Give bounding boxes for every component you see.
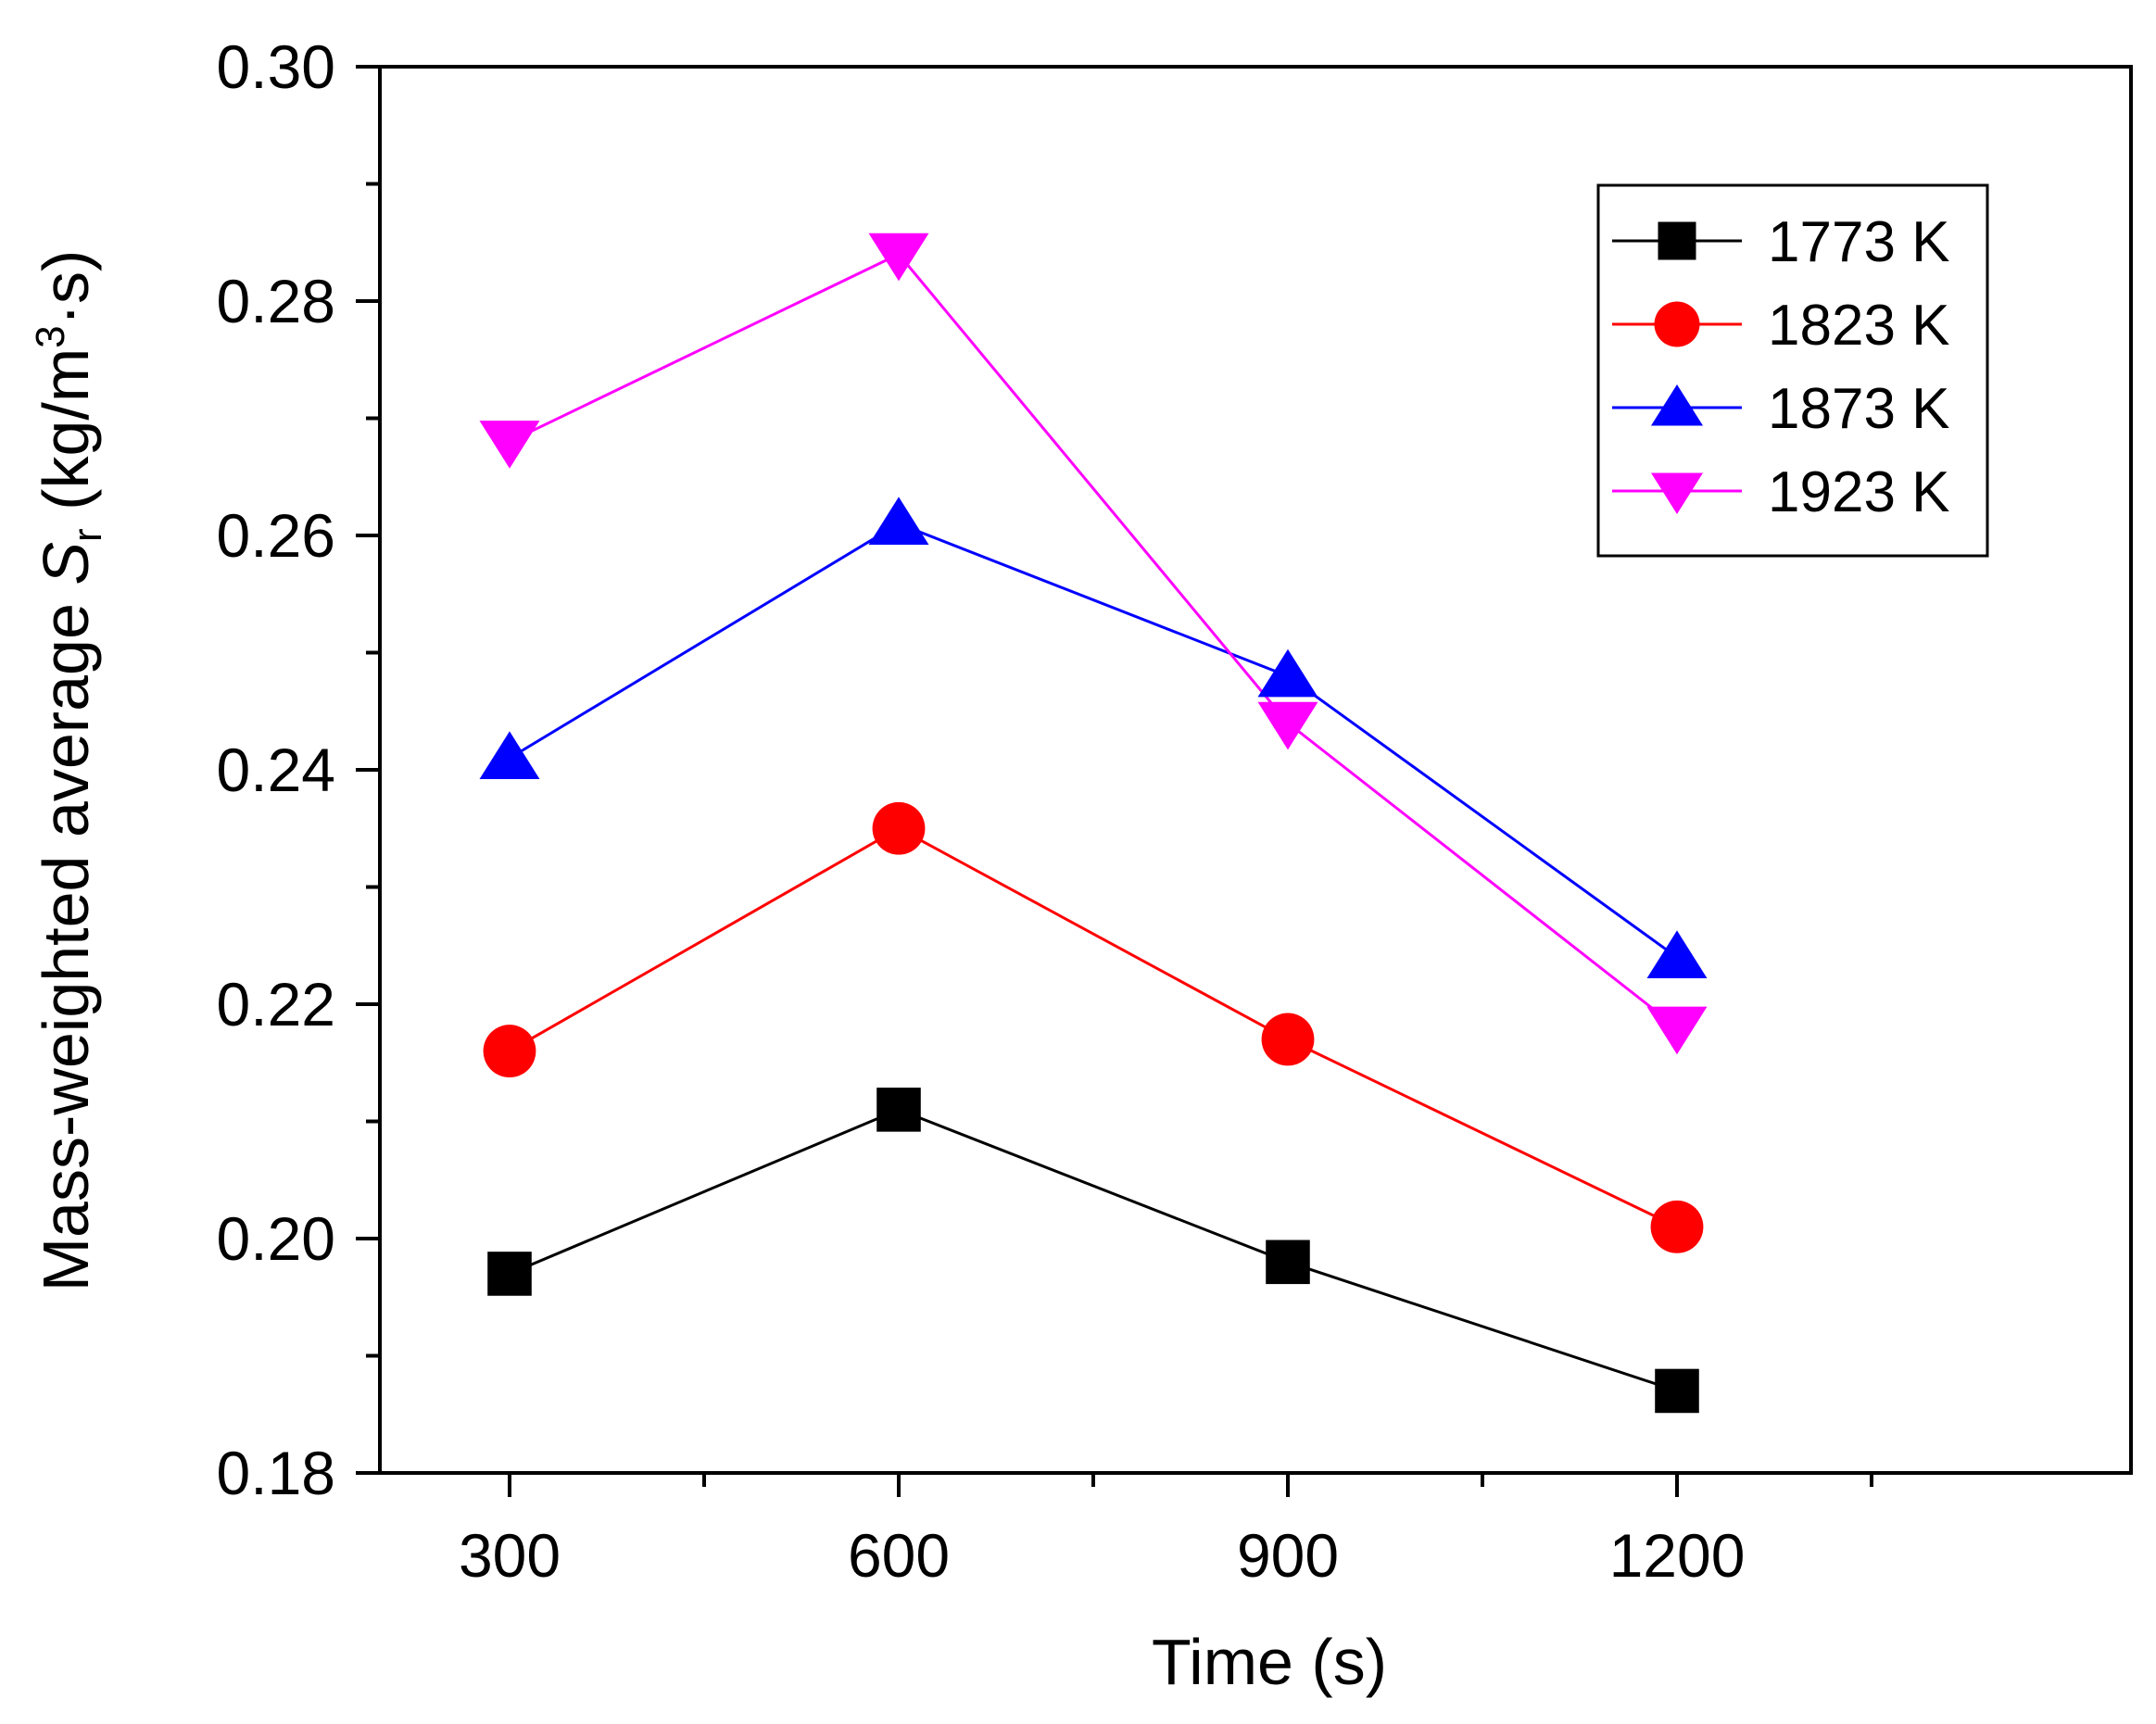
y-axis-title-prefix: Mass-weighted average [30,585,102,1292]
y-axis-title-unit-open: (kg/m [30,348,102,528]
data-point [1261,1013,1315,1066]
y-axis-title-symbol: S [30,542,102,585]
y-axis-title-unit-close: ·s) [30,250,102,326]
y-tick-label: 0.28 [217,267,335,335]
data-point [1646,930,1708,979]
legend-label: 1773 K [1768,210,1950,274]
legend-marker [1651,384,1703,426]
y-axis-title-superscript: 3 [28,325,73,347]
y-tick-label: 0.18 [217,1439,335,1507]
y-tick-label: 0.26 [217,501,335,570]
series-line [509,522,1678,959]
data-point [876,1088,921,1132]
y-axis-title: Mass-weighted average Sr (kg/m3·s) [28,250,110,1292]
y-tick-label: 0.22 [217,970,335,1038]
data-point [1257,648,1318,698]
series-line [509,1108,1678,1392]
data-point [479,731,540,779]
legend-label: 1923 K [1768,460,1950,524]
x-tick-label: 1200 [1609,1521,1746,1590]
data-point [1646,1006,1708,1055]
series-line [509,826,1678,1228]
data-point [872,801,926,855]
y-tick-label: 0.20 [217,1204,335,1273]
legend-marker [1651,472,1703,514]
legend-marker [1658,221,1696,260]
data-point [1650,1200,1704,1253]
y-axis-title-subscript: r [65,528,110,542]
legend-label: 1873 K [1768,377,1950,441]
x-tick-label: 900 [1237,1521,1339,1590]
legend-label: 1823 K [1768,294,1950,358]
legend-marker [1654,301,1700,347]
data-point [479,421,540,469]
series-line [509,252,1678,1029]
y-tick-label: 0.24 [217,736,335,804]
x-axis-title: Time (s) [1152,1626,1387,1698]
data-point [483,1025,536,1078]
data-point [868,497,929,545]
x-tick-label: 600 [848,1521,950,1590]
data-point [1257,701,1318,750]
data-point [487,1252,532,1296]
data-point [1655,1368,1699,1414]
x-tick-label: 300 [459,1521,561,1590]
data-point [1266,1240,1310,1285]
y-tick-label: 0.30 [217,32,335,101]
data-point [868,233,929,282]
